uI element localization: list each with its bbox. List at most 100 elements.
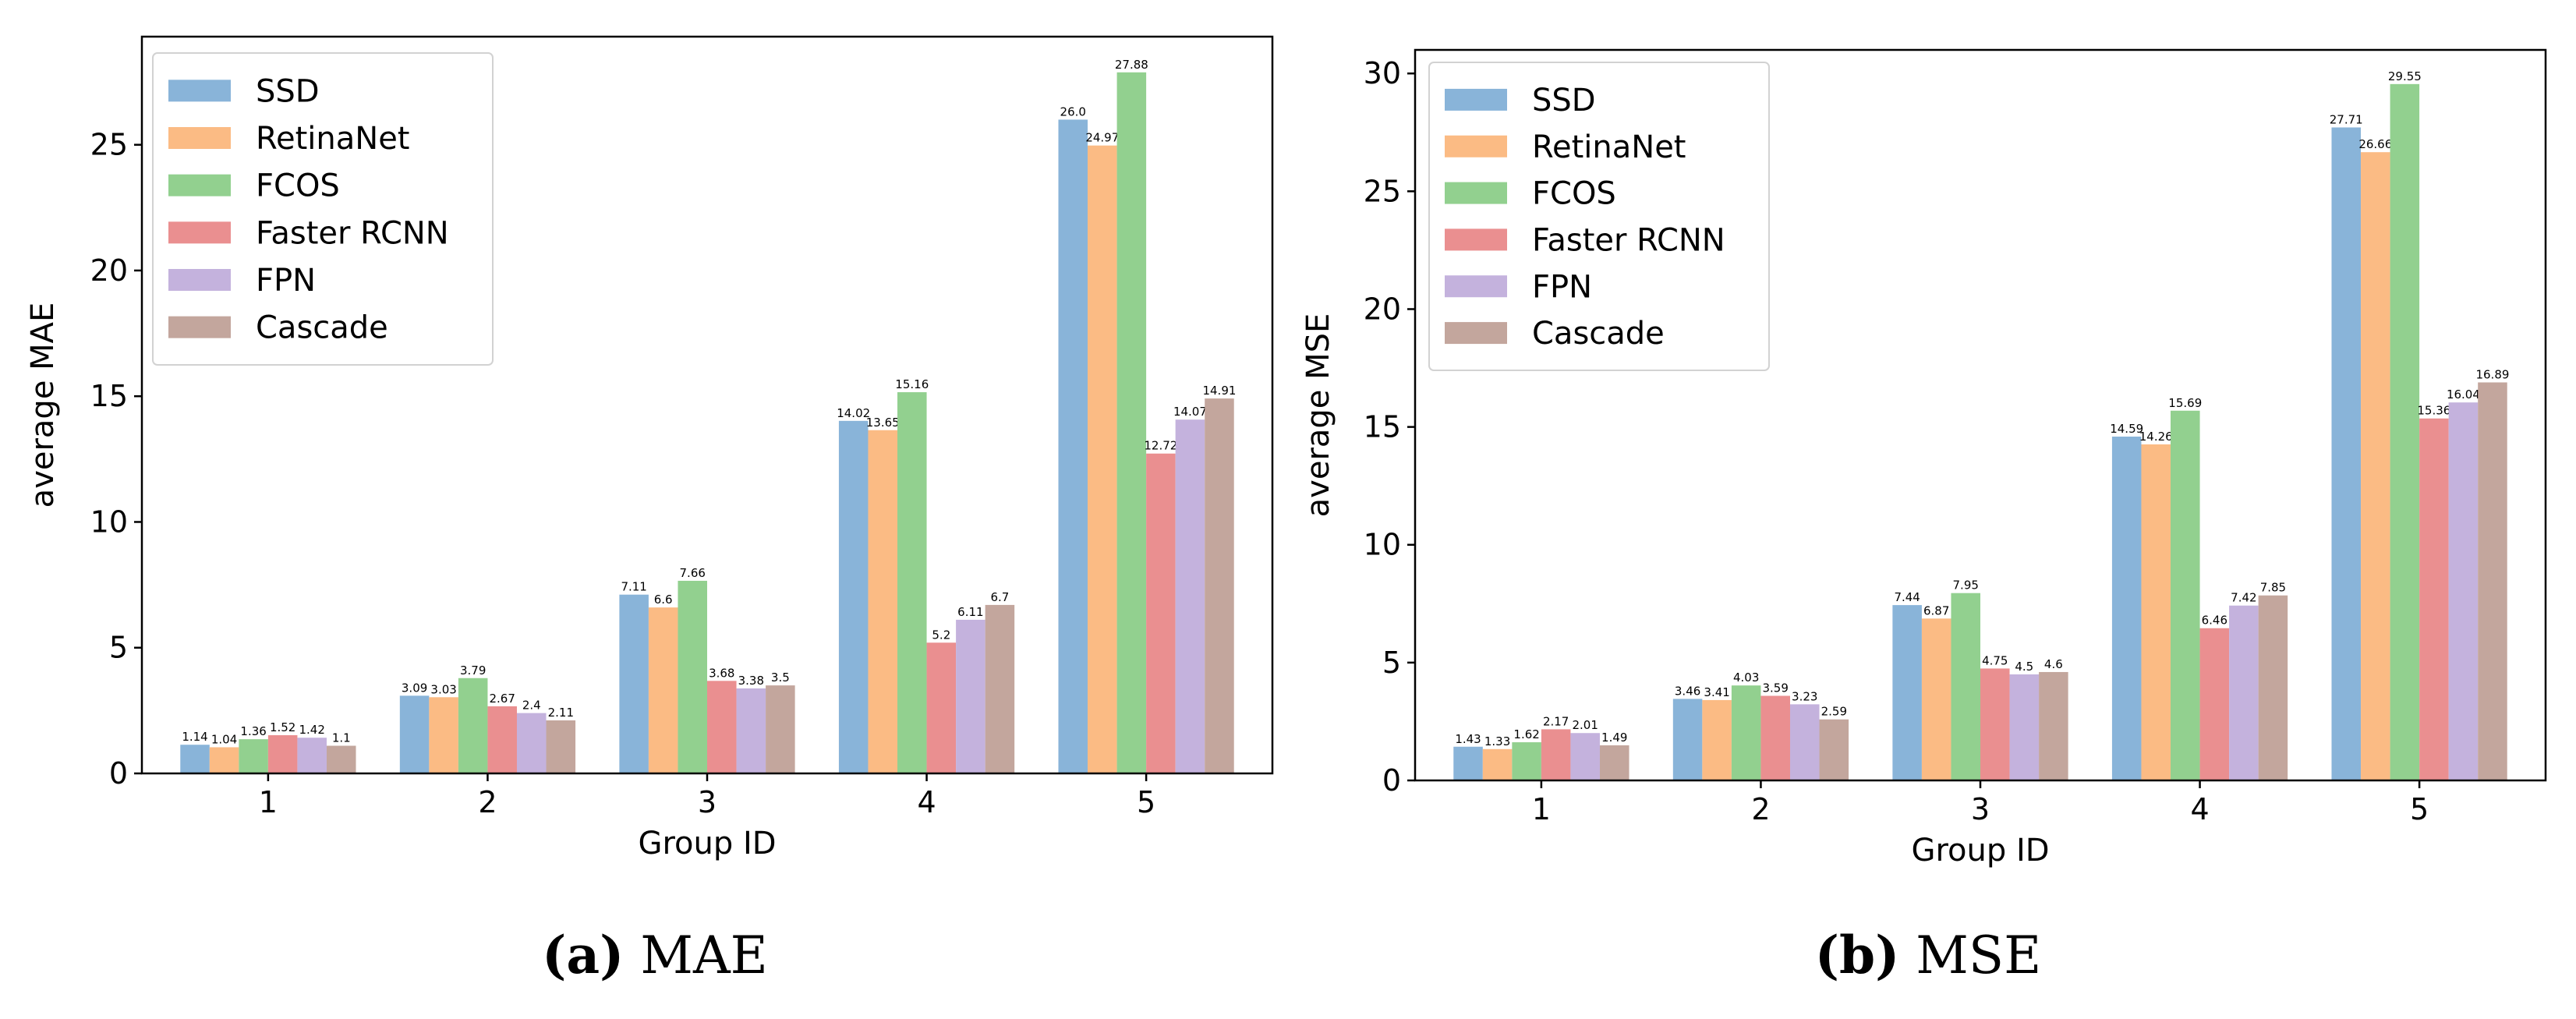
bar-value-label: 3.59 (1763, 681, 1789, 695)
legend-swatch-cascade (168, 316, 231, 338)
bar-value-label: 4.03 (1733, 670, 1759, 685)
bar-value-label: 2.59 (1821, 705, 1847, 719)
legend-swatch-retinanet (1445, 135, 1507, 157)
bar-value-label: 1.04 (211, 732, 237, 746)
bar-fpn-group-3 (2009, 674, 2040, 780)
bar-faster-rcnn-group-5 (2419, 418, 2449, 780)
bar-value-label: 1.43 (1455, 732, 1481, 746)
bar-cascade-group-1 (1599, 745, 1629, 780)
y-tick-label: 20 (1364, 292, 1401, 326)
bar-cascade-group-2 (546, 720, 576, 773)
bar-value-label: 6.46 (2202, 614, 2227, 628)
x-tick-label: 1 (259, 785, 278, 819)
bar-retinanet-group-5 (1088, 145, 1117, 774)
bar-value-label: 26.0 (1060, 104, 1086, 119)
bar-value-label: 29.55 (2388, 69, 2422, 83)
legend-entry: Cascade (1532, 316, 1665, 352)
bar-value-label: 13.65 (866, 416, 900, 430)
bar-value-label: 5.2 (932, 628, 950, 642)
bar-fcos-group-4 (2171, 410, 2200, 780)
bar-faster-rcnn-group-3 (1980, 668, 2010, 780)
bar-cascade-group-4 (2258, 595, 2288, 780)
bar-value-label: 7.11 (621, 580, 646, 594)
bar-fpn-group-2 (516, 713, 547, 773)
legend-entry: SSD (1532, 83, 1596, 119)
y-axis-label: average MAE (25, 303, 61, 508)
x-tick-label: 2 (1751, 792, 1770, 826)
bar-fcos-group-3 (1951, 593, 1980, 780)
y-tick-label: 5 (109, 631, 128, 665)
bar-retinanet-group-2 (429, 697, 458, 773)
bar-fpn-group-5 (2448, 402, 2479, 780)
bar-ssd-group-3 (619, 594, 649, 773)
bar-value-label: 1.1 (332, 731, 351, 745)
bar-value-label: 14.91 (1202, 384, 1236, 398)
bar-fcos-group-2 (458, 678, 488, 773)
bar-cascade-group-2 (1819, 719, 1849, 780)
bar-value-label: 1.49 (1601, 731, 1627, 745)
bar-ssd-group-1 (1453, 746, 1483, 780)
y-tick-label: 15 (1364, 410, 1401, 444)
bar-cascade-group-3 (2039, 671, 2068, 780)
y-axis-label: average MSE (1300, 313, 1336, 518)
bar-ssd-group-4 (838, 420, 869, 773)
legend-entry: Cascade (256, 310, 388, 346)
bar-fpn-group-4 (2229, 605, 2259, 780)
x-tick-label: 3 (1971, 792, 1990, 826)
bar-value-label: 3.38 (738, 674, 764, 688)
bar-value-label: 1.33 (1484, 734, 1510, 748)
bar-value-label: 7.95 (1953, 578, 1979, 593)
bar-value-label: 2.01 (1573, 718, 1598, 732)
legend-swatch-fpn (168, 269, 231, 291)
legend-swatch-faster-rcnn (1445, 228, 1507, 251)
y-tick-label: 30 (1364, 56, 1401, 90)
legend-entry: Faster RCNN (256, 215, 449, 251)
legend-box (152, 52, 494, 366)
x-tick-label: 5 (2410, 792, 2429, 826)
bar-fcos-group-4 (897, 392, 927, 773)
bar-faster-rcnn-group-2 (487, 706, 517, 773)
bar-fcos-group-1 (1512, 742, 1541, 780)
legend-swatch-fcos (168, 174, 231, 196)
bar-value-label: 4.6 (2044, 657, 2063, 671)
bar-value-label: 7.42 (2231, 591, 2256, 605)
bar-ssd-group-1 (180, 745, 210, 773)
x-axis-label: Group ID (638, 826, 776, 862)
caption-text: MAE (624, 925, 767, 985)
bar-fcos-group-5 (1116, 72, 1147, 773)
bar-ssd-group-5 (1058, 119, 1088, 773)
bar-value-label: 14.07 (1173, 405, 1207, 419)
figure-caption: (a) MAE (542, 925, 768, 985)
bar-fpn-group-1 (1570, 733, 1600, 780)
bar-value-label: 1.36 (240, 724, 266, 738)
bar-value-label: 1.62 (1513, 727, 1539, 741)
bar-value-label: 6.7 (990, 590, 1009, 604)
legend-entry: Faster RCNN (1532, 222, 1725, 258)
bar-value-label: 16.89 (2475, 367, 2509, 381)
bar-value-label: 27.71 (2330, 112, 2363, 126)
bar-value-label: 26.66 (2358, 137, 2392, 151)
bar-value-label: 3.5 (771, 670, 790, 685)
bar-fpn-group-3 (736, 688, 766, 773)
legend-swatch-faster-rcnn (168, 221, 231, 244)
legend-swatch-ssd (1445, 88, 1507, 111)
bar-value-label: 2.11 (548, 706, 574, 720)
y-tick-label: 25 (1364, 174, 1401, 208)
legend-swatch-fpn (1445, 275, 1507, 298)
bar-retinanet-group-2 (1702, 699, 1732, 780)
bar-cascade-group-4 (985, 604, 1015, 773)
y-tick-label: 10 (90, 504, 128, 539)
legend-swatch-fcos (1445, 182, 1507, 204)
x-tick-label: 2 (478, 785, 497, 819)
bar-ssd-group-2 (399, 695, 430, 773)
bar-value-label: 14.26 (2139, 430, 2173, 444)
legend-entry: FPN (256, 263, 316, 299)
bar-faster-rcnn-group-1 (267, 734, 298, 773)
x-axis-label: Group ID (1911, 833, 2049, 869)
bar-value-label: 3.23 (1792, 689, 1817, 703)
bar-value-label: 12.72 (1144, 439, 1177, 453)
bar-value-label: 27.88 (1115, 58, 1148, 72)
legend-entry: SSD (256, 73, 320, 109)
bar-value-label: 3.46 (1675, 684, 1700, 698)
bar-value-label: 1.14 (182, 730, 207, 744)
